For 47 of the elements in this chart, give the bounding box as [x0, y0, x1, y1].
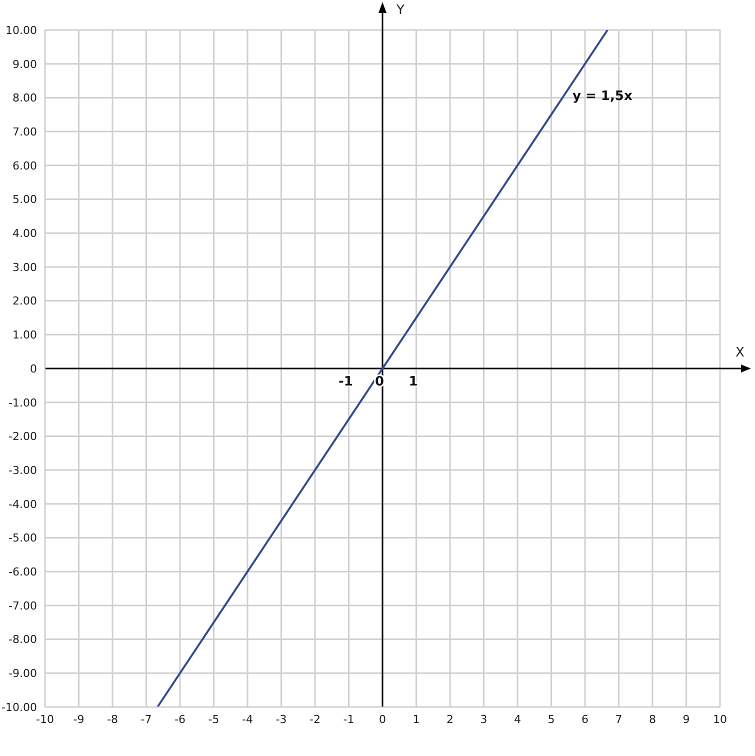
- y-tick-label: -5.00: [8, 532, 37, 545]
- x-tick-label: 4: [514, 712, 521, 726]
- y-tick-label: 4.00: [12, 227, 37, 240]
- y-tick-label: 5.00: [12, 193, 37, 206]
- x-tick-label: 1: [412, 712, 420, 726]
- x-tick-label: -1: [343, 712, 354, 726]
- x-tick-label: -10: [36, 712, 54, 726]
- y-tick-label: 6.00: [12, 159, 37, 172]
- x-tick-label: 5: [548, 712, 555, 726]
- y-axis-title: Y: [396, 3, 405, 18]
- x-tick-label: -9: [73, 712, 84, 726]
- y-tick-label: -3.00: [8, 464, 37, 477]
- x-tick-label: 9: [682, 712, 690, 726]
- x-tick-label: -6: [174, 712, 186, 726]
- x-tick-label: 10: [713, 712, 727, 726]
- y-tick-label: -6.00: [8, 566, 37, 579]
- y-tick-label: 7.00: [12, 125, 37, 138]
- y-tick-label: 8.00: [12, 92, 37, 105]
- y-tick-label: 0: [30, 362, 37, 376]
- x-tick-label: 7: [615, 712, 622, 726]
- y-tick-label: 3.00: [12, 260, 37, 274]
- x-tick-label: 0: [379, 712, 386, 726]
- x-tick-label: -3: [276, 712, 287, 726]
- y-tick-label: -7.00: [8, 599, 37, 612]
- x-tick-label: -8: [107, 712, 118, 726]
- y-tick-label: 10.00: [6, 24, 37, 37]
- x-axis-title: X: [736, 346, 745, 360]
- y-tick-label: 2.00: [12, 294, 37, 308]
- annotation: 1: [408, 374, 418, 390]
- y-tick-label: 9.00: [12, 58, 37, 71]
- x-tick-label: 6: [582, 712, 588, 726]
- x-tick-label: 2: [446, 712, 454, 726]
- x-tick-label: -4: [242, 712, 253, 726]
- y-tick-label: -9.00: [8, 667, 37, 680]
- x-tick-label: 3: [480, 712, 488, 726]
- x-tick-label: -7: [140, 712, 152, 726]
- annotation: -1: [338, 374, 353, 390]
- x-tick-label: 8: [649, 712, 656, 726]
- y-tick-label: 1.00: [12, 328, 37, 342]
- y-tick-label: -1.00: [8, 396, 37, 410]
- y-tick-label: -4.00: [8, 498, 37, 511]
- y-tick-label: -10.00: [2, 700, 37, 714]
- x-tick-label: -5: [208, 712, 220, 726]
- y-tick-label: -2.00: [8, 430, 37, 444]
- x-tick-label: -2: [310, 712, 320, 726]
- y-tick-label: -8.00: [8, 633, 37, 646]
- series-label: y = 1,5x: [572, 89, 633, 104]
